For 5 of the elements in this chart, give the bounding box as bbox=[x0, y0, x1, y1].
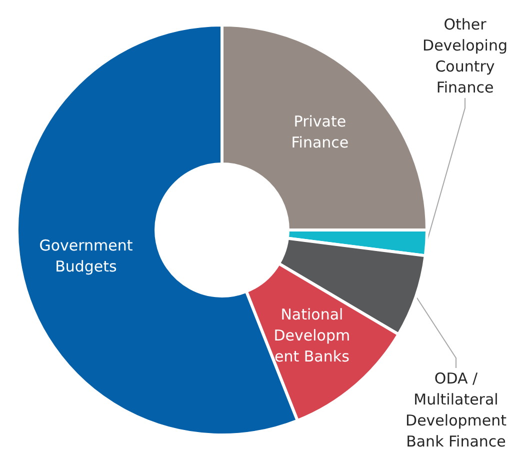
slice-label: Government Budgets bbox=[39, 236, 133, 276]
slice-label: Other Developing Country Finance bbox=[422, 16, 508, 96]
slice-label: ODA / Multilateral Development Bank Finance bbox=[406, 370, 507, 450]
slice-label: Private Finance bbox=[291, 112, 349, 152]
slice-label: National Developm ent Banks bbox=[274, 305, 350, 366]
